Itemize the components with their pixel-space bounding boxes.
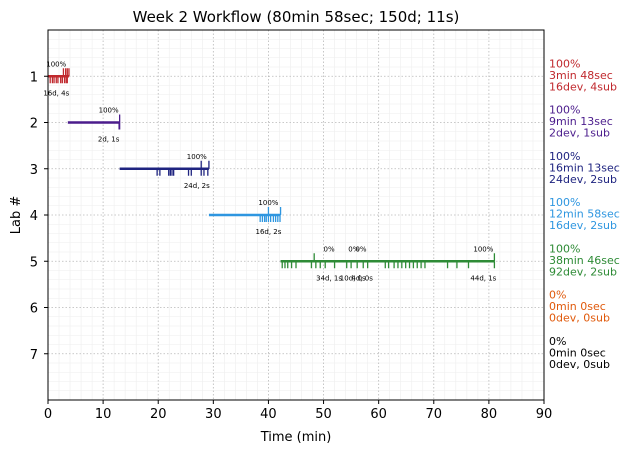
annotation-label: 100%	[99, 107, 119, 115]
y-tick-label: 5	[30, 255, 38, 270]
annotation-label: 44d, 1s	[470, 274, 496, 282]
annotation-label: 2d, 1s	[98, 136, 120, 144]
annotation-label: 100%	[46, 60, 66, 68]
y-tick-label: 7	[30, 348, 38, 363]
summary-line: 92dev, 2sub	[549, 265, 617, 278]
x-tick-label: 40	[260, 407, 277, 422]
annotation-label: 0%	[324, 245, 335, 253]
axis-layer: 0 10 20 30 40 50 60 70 80 90 1 2 3 4 5 6 7	[30, 70, 553, 422]
summary-line: 100%	[549, 104, 580, 117]
summary-line: 0min 0sec	[549, 300, 606, 313]
annotation-label: 16d, 4s	[43, 89, 69, 97]
summary-line: 16min 13sec	[549, 161, 620, 174]
chart-title: Week 2 Workflow (80min 58sec; 150d; 11s)	[133, 8, 460, 26]
summary-line: 3min 48sec	[549, 69, 613, 82]
annotation-label: 100%	[473, 245, 493, 253]
lab-1-series: 100% 16d, 4s	[43, 60, 70, 97]
lab-4-series: 100% 16d, 2s	[208, 199, 282, 236]
annotation-label: 24d, 2s	[184, 182, 210, 190]
lab-2-series: 100% 2d, 1s	[67, 107, 121, 144]
summary-line: 0min 0sec	[549, 346, 606, 359]
summary-line: 38min 46sec	[549, 254, 620, 267]
summary-line: 12min 58sec	[549, 208, 620, 221]
x-tick-label: 80	[481, 407, 498, 422]
x-tick-label: 30	[205, 407, 222, 422]
summary-line: 16dev, 4sub	[549, 80, 617, 93]
summary-line: 100%	[549, 196, 580, 209]
y-tick-label: 2	[30, 117, 38, 132]
annotation-label: 0%	[348, 245, 359, 253]
y-tick-label: 6	[30, 302, 38, 317]
summary-line: 100%	[549, 57, 580, 70]
lab-3-series: 100% 24d, 2s	[119, 153, 210, 190]
x-tick-label: 50	[315, 407, 332, 422]
x-tick-label: 70	[426, 407, 443, 422]
x-tick-label: 10	[95, 407, 112, 422]
summary-line: 0%	[549, 335, 566, 348]
annotation-label: 34d, 1s	[316, 274, 342, 282]
summary-line: 2dev, 1sub	[549, 127, 610, 140]
summary-line: 0%	[549, 289, 566, 302]
summary-line: 100%	[549, 150, 580, 163]
series-layer: 100% 16d, 4s 100% 2d, 1s 100% 24d, 2s 100% 16d,…	[43, 60, 496, 282]
y-tick-label: 1	[30, 70, 38, 85]
summary-line: 0dev, 0sub	[549, 312, 610, 325]
lab-5-series: 0% 34d, 1s 0% 10d, 0s 0% 4d, 0s 100% 44d, 1s	[280, 245, 497, 282]
summary-line: 24dev, 2sub	[549, 173, 617, 186]
annotation-label: 16d, 2s	[255, 228, 281, 236]
summary-line: 16dev, 2sub	[549, 219, 617, 232]
x-axis-title: Time (min)	[260, 430, 332, 445]
y-tick-label: 4	[30, 209, 38, 224]
annotation-label: 100%	[187, 153, 207, 161]
grid-layer	[48, 30, 544, 400]
x-tick-label: 90	[536, 407, 553, 422]
annotation-label: 0%	[355, 245, 366, 253]
y-axis-title: Lab #	[9, 196, 24, 235]
x-tick-label: 0	[44, 407, 52, 422]
annotation-label: 100%	[258, 199, 278, 207]
x-tick-label: 60	[370, 407, 387, 422]
x-tick-label: 20	[150, 407, 167, 422]
annotation-label: 4d, 0s	[351, 274, 373, 282]
summary-line: 9min 13sec	[549, 115, 613, 128]
summary-line: 0dev, 0sub	[549, 358, 610, 371]
annotation-label: 10d, 0s	[340, 274, 366, 282]
summary-line: 100%	[549, 242, 580, 255]
y-tick-label: 3	[30, 163, 38, 178]
